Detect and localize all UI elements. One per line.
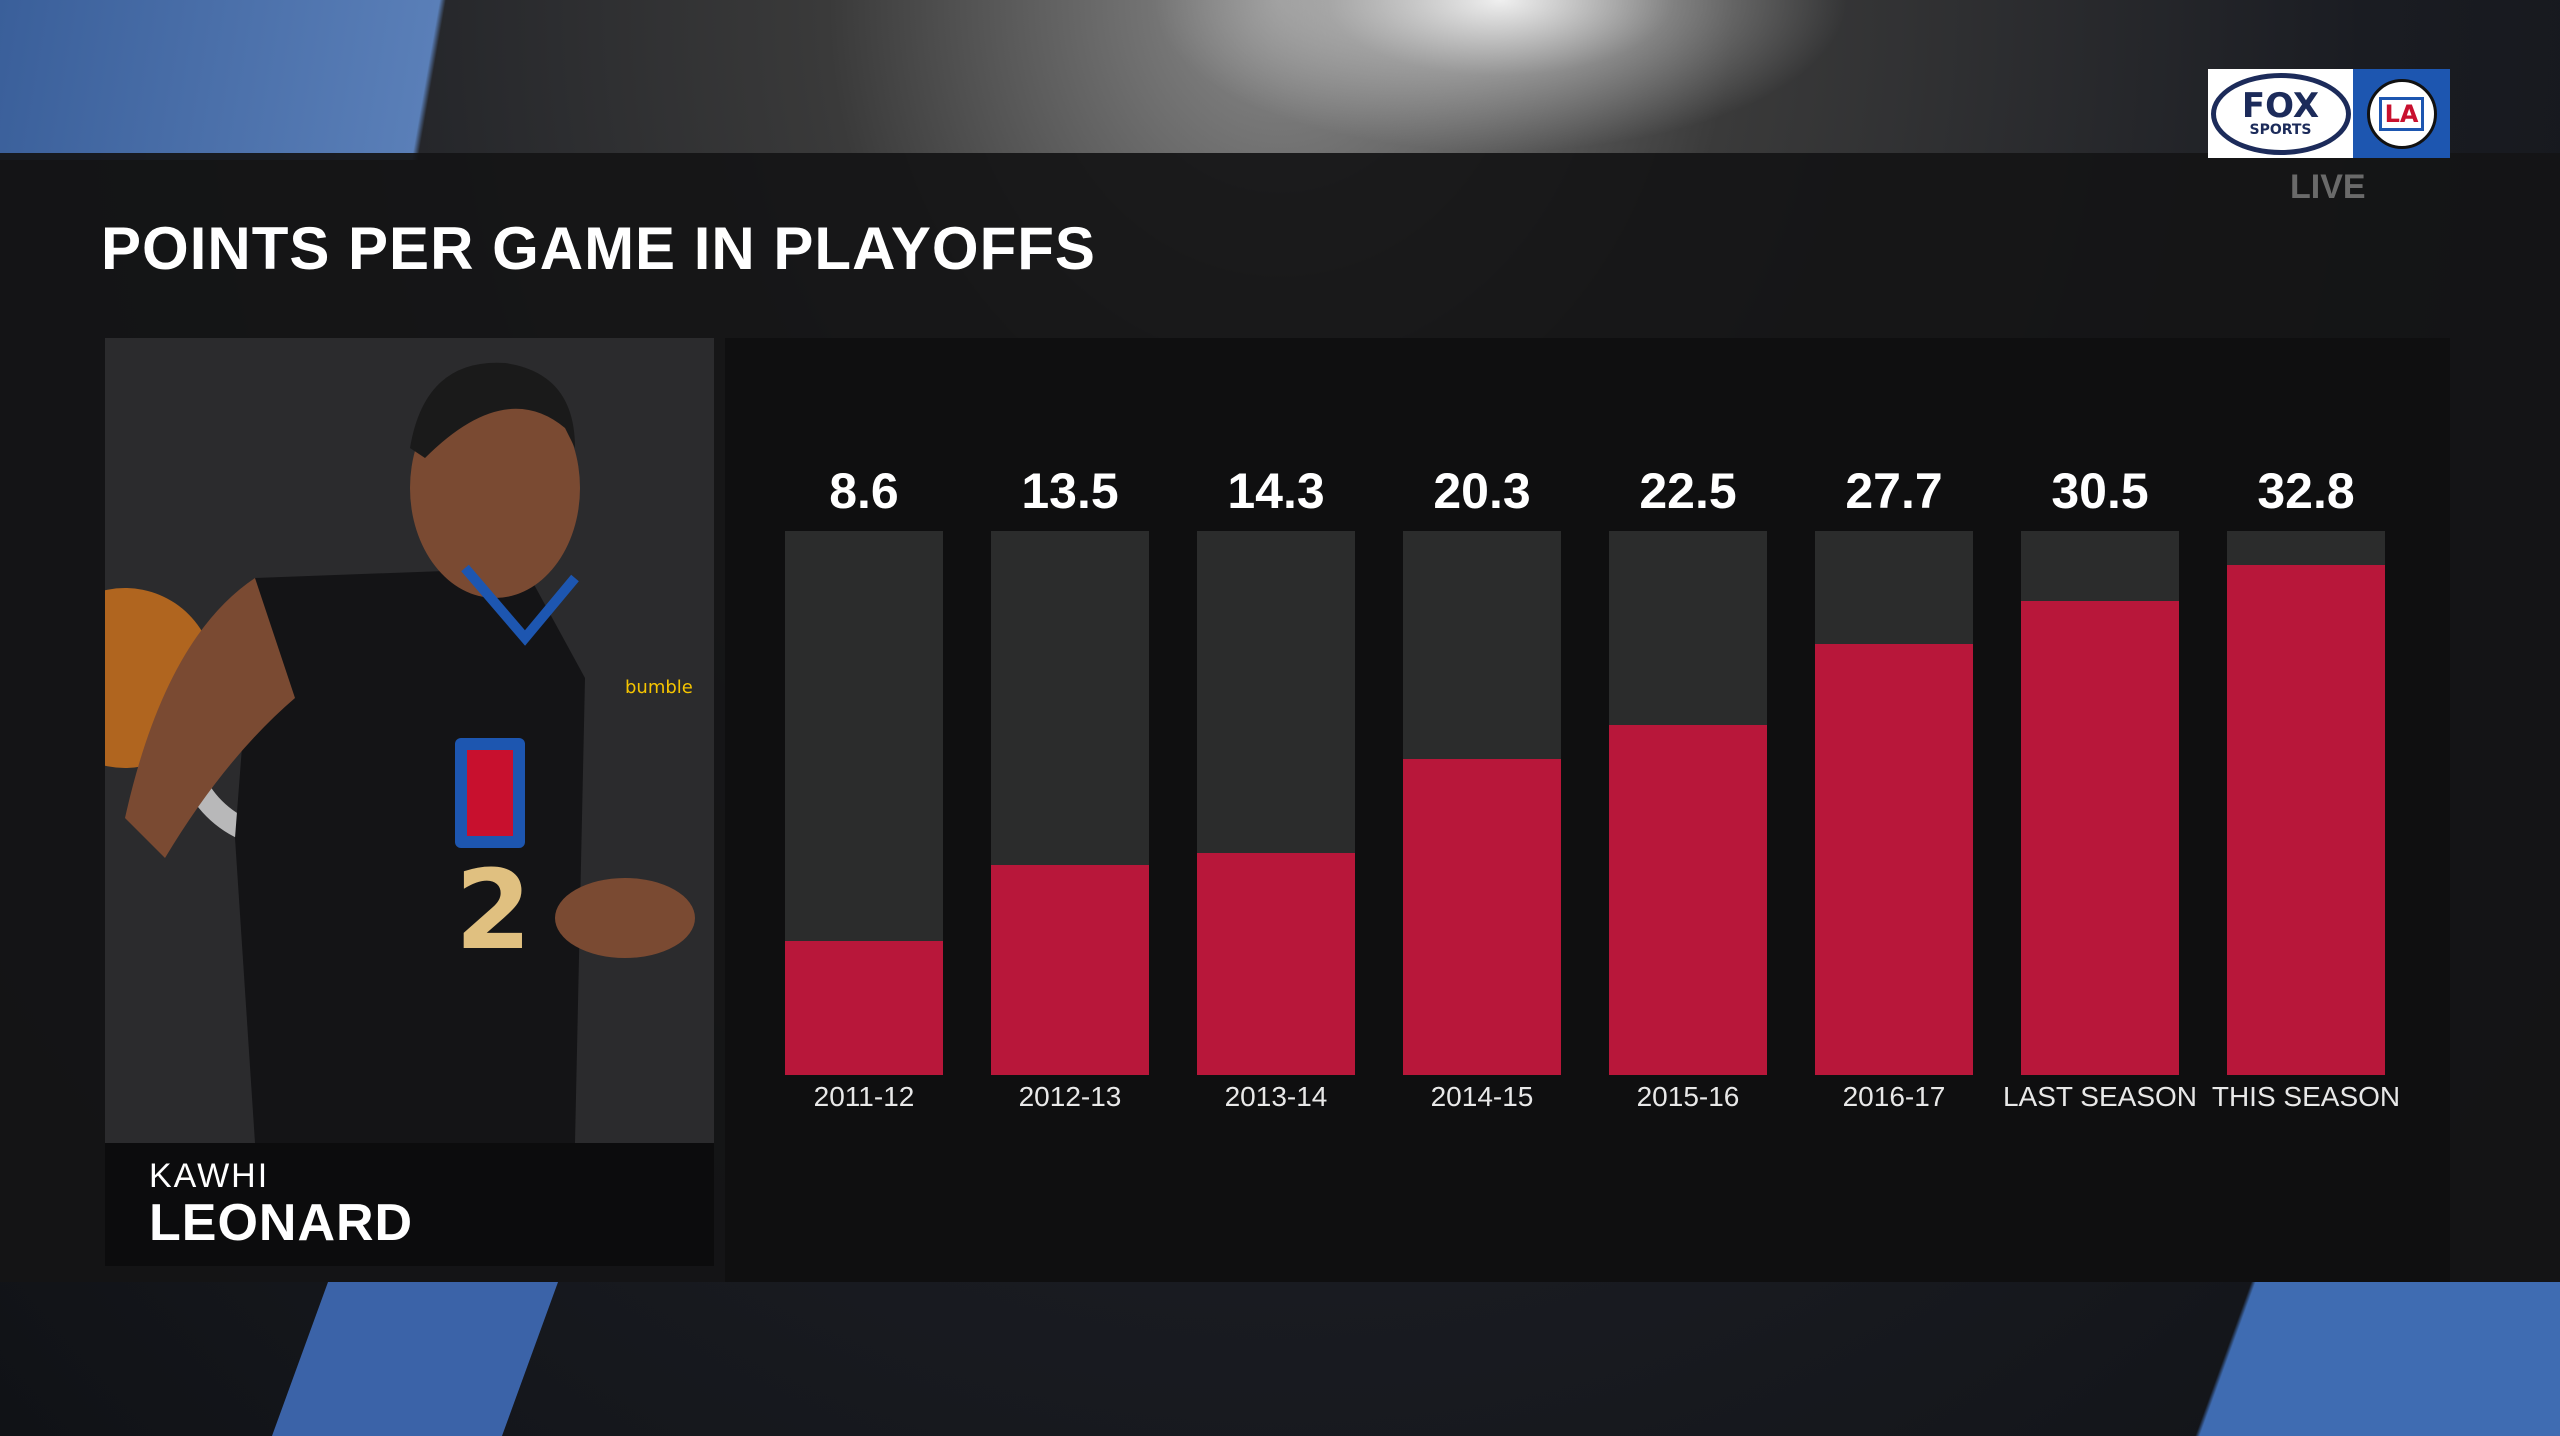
background-blue-shape bbox=[2160, 1282, 2560, 1436]
svg-text:2: 2 bbox=[455, 846, 532, 974]
bar-2016-17 bbox=[1815, 644, 1973, 1075]
bar-this-season bbox=[2227, 565, 2385, 1075]
data-label: 13.5 bbox=[1021, 463, 1119, 519]
category-label: 2016-17 bbox=[1842, 1081, 1946, 1112]
category-label: 2011-12 bbox=[813, 1081, 915, 1112]
bar-last-season bbox=[2021, 600, 2179, 1075]
broadcast-logo: FOX SPORTS LA bbox=[2208, 69, 2450, 158]
background-blue-shape bbox=[271, 1282, 559, 1436]
player-last-name: LEONARD bbox=[149, 1194, 414, 1252]
player-first-name: KAWHI bbox=[149, 1157, 270, 1195]
logo-subtext: SPORTS bbox=[2249, 121, 2312, 138]
logo-text: FOX bbox=[2241, 85, 2320, 126]
data-label: 14.3 bbox=[1227, 463, 1325, 519]
bar-2015-16 bbox=[1609, 725, 1767, 1075]
bar-2013-14 bbox=[1197, 852, 1355, 1075]
live-indicator: LIVE bbox=[2290, 168, 2366, 206]
data-label: 20.3 bbox=[1433, 463, 1531, 519]
category-label: LAST SEASON bbox=[2002, 1081, 2197, 1112]
bar-2012-13 bbox=[991, 865, 1149, 1075]
bar-2014-15 bbox=[1403, 759, 1561, 1075]
category-label: THIS SEASON bbox=[2211, 1081, 2401, 1112]
player-name-box: KAWHI LEONARD bbox=[105, 1143, 714, 1266]
svg-text:bumble: bumble bbox=[625, 677, 693, 698]
data-label: 30.5 bbox=[2051, 463, 2149, 519]
data-label: 32.8 bbox=[2257, 463, 2355, 519]
fox-sports-logo: FOX SPORTS bbox=[2208, 69, 2353, 158]
player-photo: bumble 2 bbox=[105, 338, 714, 1143]
data-label: 27.7 bbox=[1845, 463, 1943, 519]
bar-2011-12 bbox=[785, 941, 943, 1075]
team-logo-text: LA bbox=[2378, 96, 2425, 131]
clippers-logo: LA bbox=[2353, 69, 2450, 158]
category-label: 2014-15 bbox=[1430, 1081, 1534, 1112]
background-blue-shape bbox=[0, 0, 600, 160]
data-label: 22.5 bbox=[1639, 463, 1737, 519]
chart-title: POINTS PER GAME IN PLAYOFFS bbox=[101, 215, 1096, 282]
category-label: 2012-13 bbox=[1018, 1081, 1122, 1112]
player-illustration: bumble 2 bbox=[105, 362, 695, 1143]
category-label: 2013-14 bbox=[1224, 1081, 1328, 1112]
data-label: 8.6 bbox=[829, 463, 899, 519]
arena-lights bbox=[1150, 0, 1850, 153]
category-label: 2015-16 bbox=[1636, 1081, 1740, 1112]
